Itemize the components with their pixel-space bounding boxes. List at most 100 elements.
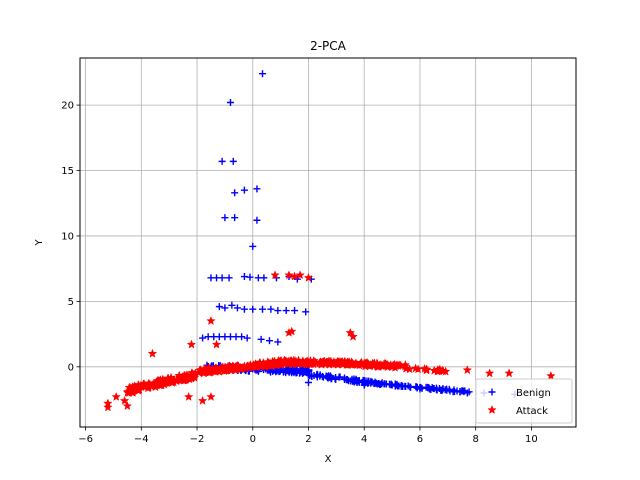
data-point bbox=[211, 363, 222, 373]
data-point bbox=[398, 382, 406, 390]
data-point bbox=[274, 338, 282, 346]
data-point bbox=[329, 356, 339, 367]
data-point bbox=[254, 360, 265, 370]
data-point bbox=[428, 384, 436, 392]
data-point bbox=[218, 274, 226, 282]
legend-label-benign: Benign bbox=[516, 388, 551, 399]
legend-box bbox=[475, 378, 573, 424]
data-point bbox=[341, 375, 349, 383]
data-point bbox=[449, 388, 457, 396]
data-point bbox=[240, 305, 248, 313]
y-tick-label: 10 bbox=[61, 231, 74, 242]
data-point bbox=[284, 270, 294, 280]
data-point bbox=[432, 386, 440, 394]
data-point bbox=[119, 395, 130, 405]
data-point bbox=[462, 365, 473, 375]
x-tick-label: 10 bbox=[525, 434, 538, 445]
y-tick-label: 20 bbox=[61, 101, 74, 112]
y-tick-label: 5 bbox=[68, 297, 74, 308]
data-point bbox=[221, 304, 229, 312]
data-point bbox=[233, 304, 241, 312]
data-point bbox=[302, 308, 310, 316]
data-point bbox=[412, 383, 420, 391]
legend-label-attack: Attack bbox=[516, 406, 548, 417]
data-point bbox=[259, 305, 267, 313]
data-point bbox=[228, 301, 236, 309]
data-point bbox=[160, 378, 170, 388]
data-point bbox=[348, 331, 358, 341]
data-point bbox=[103, 402, 113, 412]
chart-title: 2-PCA bbox=[310, 39, 347, 53]
x-tick-label: 2 bbox=[305, 434, 311, 445]
legend-marker-benign bbox=[488, 388, 496, 396]
series-attack bbox=[103, 270, 556, 412]
data-point bbox=[223, 361, 233, 371]
data-point bbox=[203, 366, 213, 376]
data-point bbox=[269, 356, 280, 366]
plot-area bbox=[80, 58, 576, 427]
data-point bbox=[440, 366, 451, 376]
data-point bbox=[413, 364, 423, 374]
data-point bbox=[295, 270, 305, 280]
data-point bbox=[270, 270, 280, 280]
data-point bbox=[226, 98, 234, 106]
data-point bbox=[291, 307, 299, 315]
data-point bbox=[358, 378, 366, 386]
data-point bbox=[122, 401, 133, 411]
plot-frame bbox=[79, 57, 577, 428]
data-point bbox=[225, 274, 233, 282]
data-point bbox=[350, 377, 358, 385]
data-point bbox=[265, 337, 273, 345]
data-point bbox=[267, 305, 275, 313]
data-point bbox=[381, 380, 389, 388]
data-point bbox=[147, 348, 158, 358]
data-point bbox=[365, 361, 376, 371]
data-point bbox=[282, 367, 290, 375]
y-tick-label: 0 bbox=[68, 362, 74, 373]
data-point bbox=[344, 357, 354, 367]
data-point bbox=[124, 387, 134, 398]
data-point bbox=[304, 371, 312, 379]
data-point bbox=[218, 157, 226, 165]
x-tick-label: −2 bbox=[190, 434, 205, 445]
y-tick-label: 15 bbox=[61, 166, 74, 177]
data-point bbox=[364, 379, 372, 387]
data-point bbox=[285, 356, 295, 366]
data-point bbox=[429, 365, 439, 375]
data-point bbox=[249, 242, 257, 250]
data-point bbox=[253, 185, 261, 193]
data-point bbox=[206, 315, 216, 326]
data-point bbox=[303, 272, 314, 282]
data-point bbox=[215, 303, 223, 311]
data-point bbox=[416, 384, 424, 392]
data-point bbox=[257, 335, 265, 343]
data-point bbox=[260, 274, 268, 282]
data-point bbox=[183, 391, 194, 401]
data-point bbox=[439, 385, 447, 393]
data-point bbox=[299, 369, 307, 377]
data-point bbox=[504, 368, 514, 378]
legend-marker bbox=[488, 388, 496, 396]
data-point bbox=[308, 373, 316, 381]
legend: Benign Attack bbox=[475, 378, 573, 424]
data-point bbox=[316, 359, 327, 369]
data-point bbox=[288, 369, 296, 377]
legend-marker bbox=[487, 404, 497, 415]
data-point bbox=[238, 333, 246, 341]
data-point bbox=[345, 327, 356, 337]
data-point bbox=[240, 186, 248, 194]
data-point bbox=[197, 395, 208, 405]
x-tick-label: −4 bbox=[134, 434, 149, 445]
x-tick-label: 0 bbox=[250, 434, 256, 445]
data-point bbox=[335, 373, 343, 381]
data-point bbox=[259, 70, 267, 78]
data-point bbox=[383, 360, 393, 370]
x-tick-label: 8 bbox=[472, 434, 478, 445]
data-point bbox=[206, 391, 216, 401]
data-point bbox=[443, 386, 451, 394]
data-point bbox=[243, 334, 251, 342]
data-point bbox=[446, 387, 454, 395]
data-point bbox=[282, 307, 290, 315]
y-axis-label: Y bbox=[34, 239, 45, 247]
